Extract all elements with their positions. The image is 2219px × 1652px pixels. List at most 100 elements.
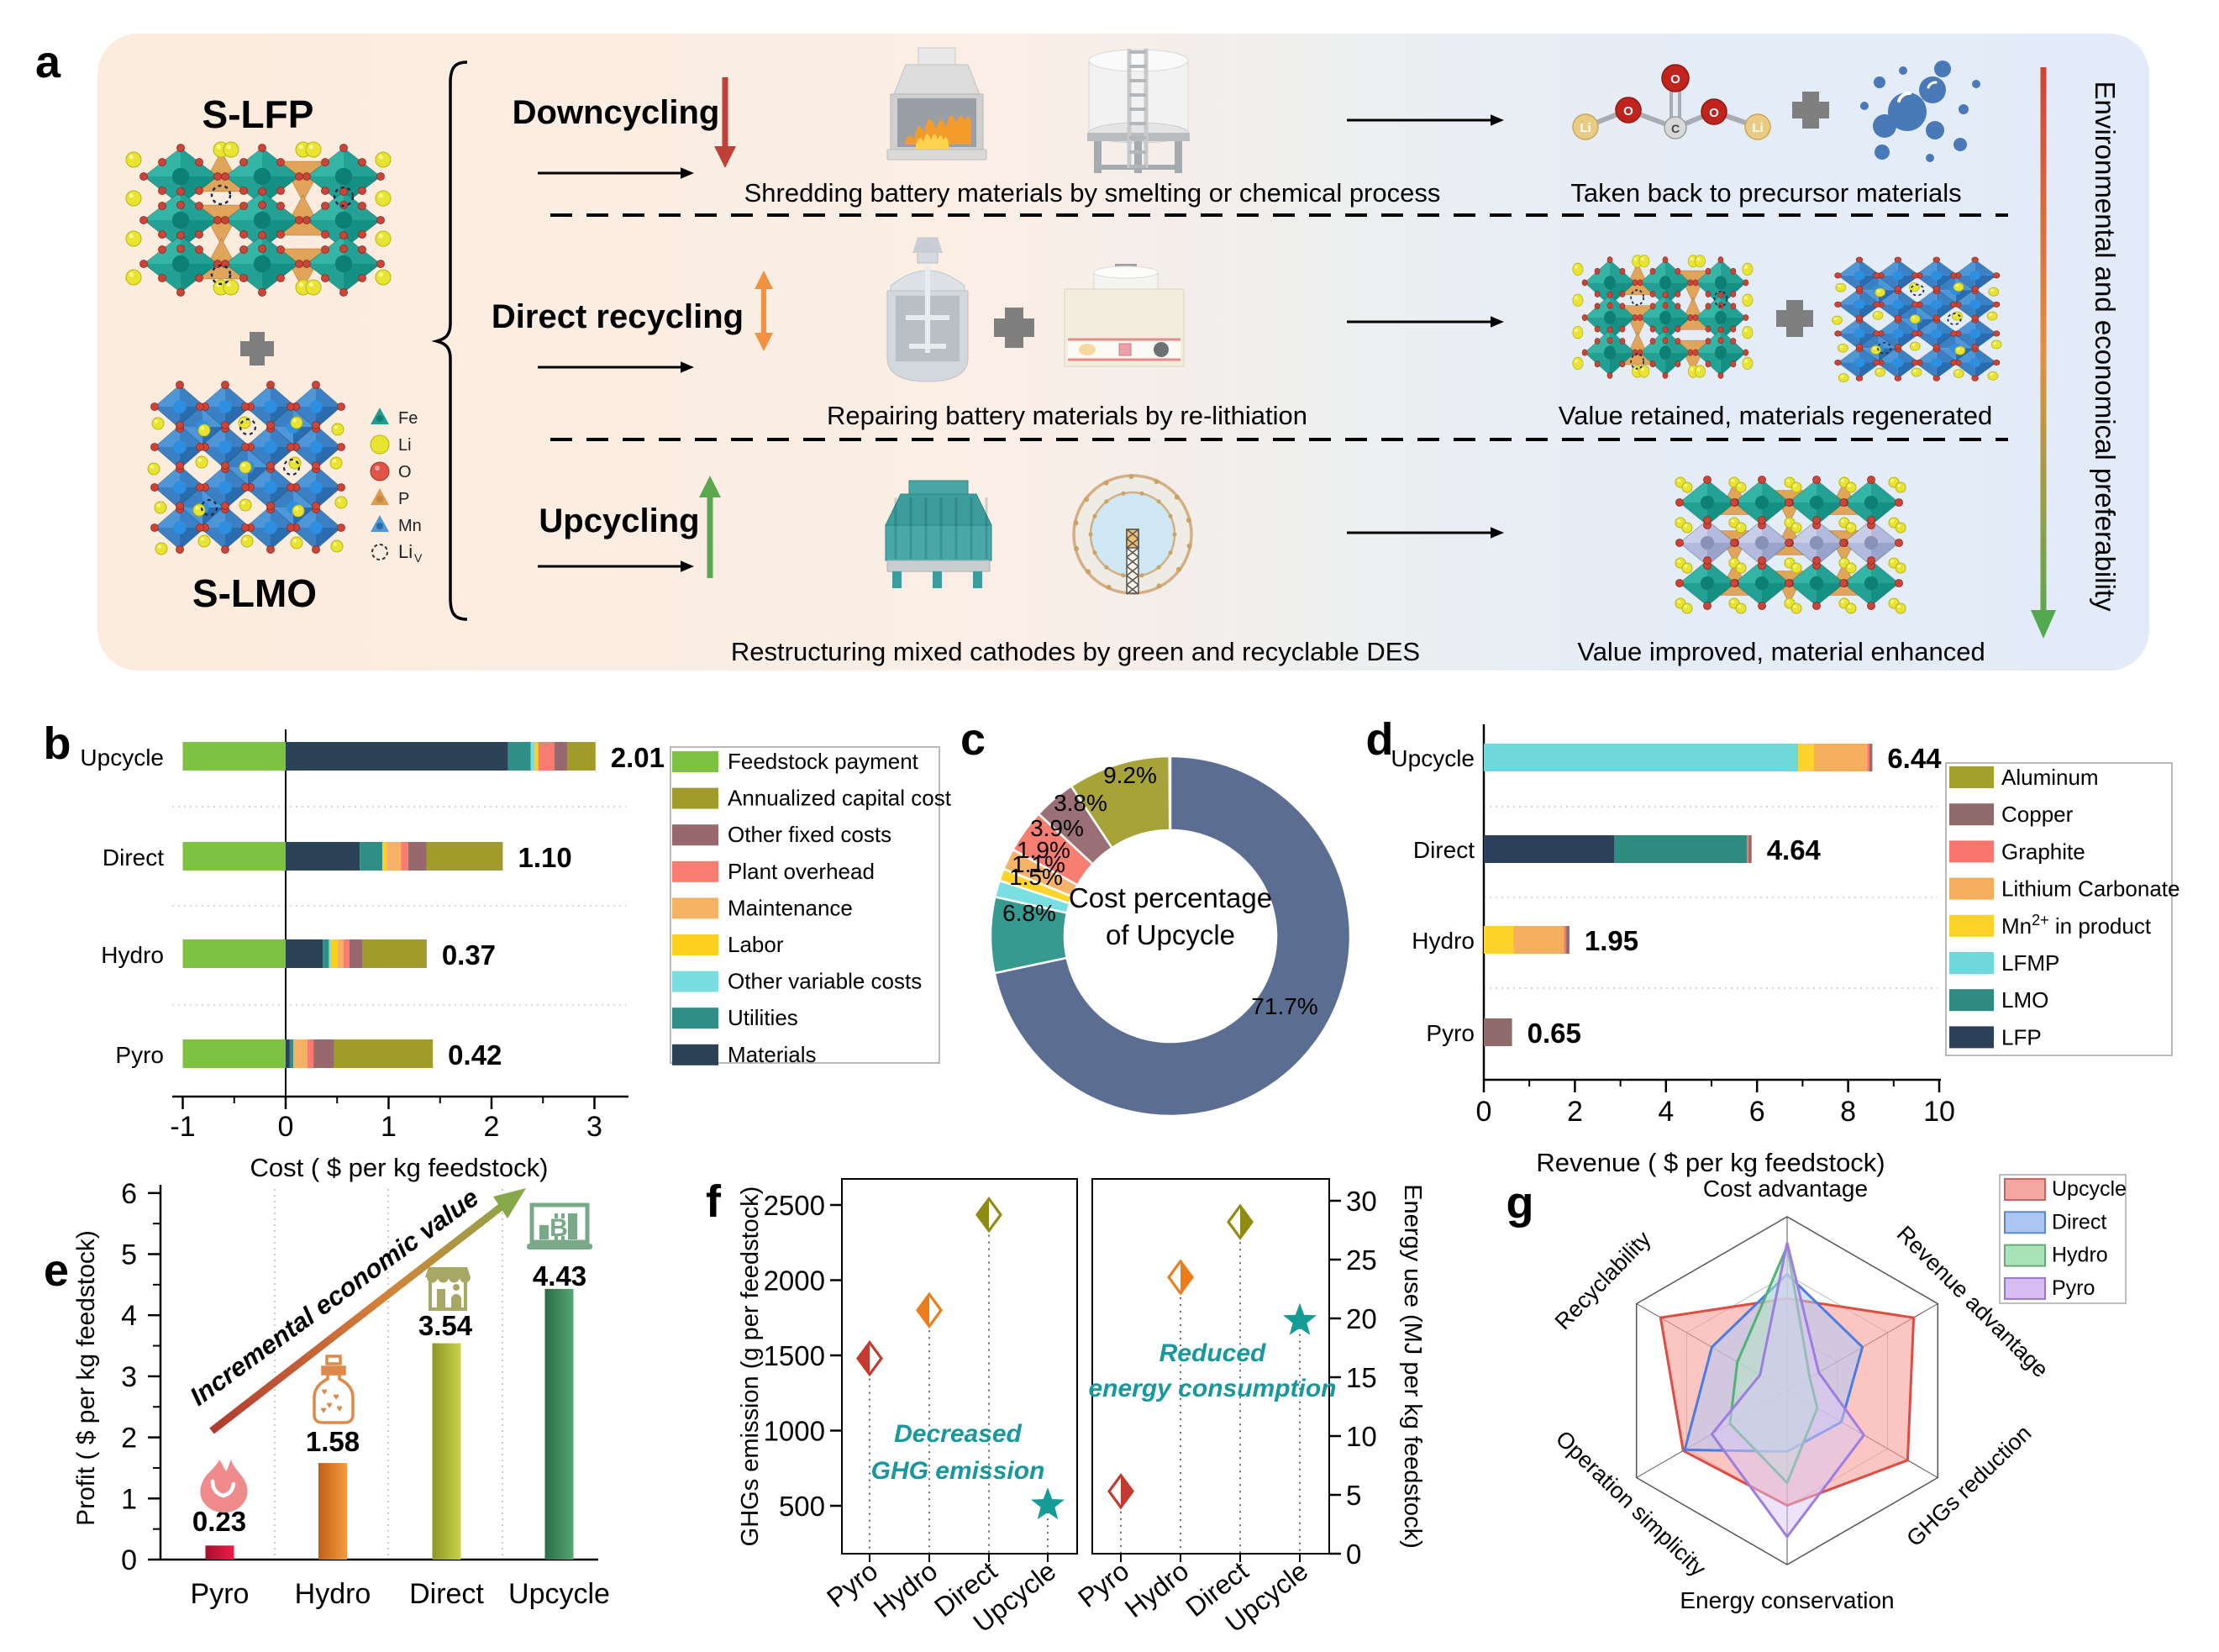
svg-text:Cost ( $ per kg feedstock): Cost ( $ per kg feedstock) <box>250 1153 549 1182</box>
svg-text:Maintenance: Maintenance <box>728 895 853 920</box>
svg-text:10: 10 <box>1346 1421 1377 1452</box>
svg-text:1.10: 1.10 <box>518 842 571 873</box>
svg-text:Copper: Copper <box>2001 802 2074 827</box>
svg-text:Environmental and economical p: Environmental and economical preferabili… <box>2090 82 2121 612</box>
svg-text:500: 500 <box>779 1491 825 1522</box>
svg-text:O: O <box>1709 106 1719 120</box>
svg-text:1.58: 1.58 <box>306 1426 360 1457</box>
svg-text:Profit ( $ per kg feedstock): Profit ( $ per kg feedstock) <box>72 1230 100 1526</box>
svg-text:Materials: Materials <box>728 1042 816 1067</box>
svg-text:6: 6 <box>121 1178 137 1210</box>
svg-text:LFP: LFP <box>2001 1024 2042 1050</box>
svg-text:Shredding battery materials by: Shredding battery materials by smelting … <box>744 178 1441 208</box>
svg-text:Aluminum: Aluminum <box>2001 765 2099 790</box>
svg-text:3: 3 <box>121 1361 137 1393</box>
svg-text:Li: Li <box>398 541 413 562</box>
svg-text:Hydro: Hydro <box>1412 928 1475 954</box>
svg-text:15: 15 <box>1346 1362 1377 1393</box>
svg-text:Fe: Fe <box>398 409 418 428</box>
svg-text:2: 2 <box>1567 1096 1583 1128</box>
svg-text:Reduced: Reduced <box>1159 1339 1266 1367</box>
svg-text:a: a <box>35 37 61 87</box>
svg-text:Hydro: Hydro <box>2052 1244 2108 1267</box>
svg-text:Pyro: Pyro <box>191 1578 250 1610</box>
svg-text:O: O <box>1670 72 1680 87</box>
svg-text:V: V <box>414 551 423 565</box>
svg-text:1.5%: 1.5% <box>1009 864 1063 890</box>
svg-text:Hydro: Hydro <box>295 1578 371 1610</box>
svg-text:1.1%: 1.1% <box>1012 851 1065 877</box>
svg-text:C: C <box>1671 122 1680 135</box>
svg-text:Upcycling: Upcycling <box>539 502 699 539</box>
svg-text:e: e <box>44 1245 69 1296</box>
svg-text:Pyro: Pyro <box>2052 1276 2095 1300</box>
svg-text:GHGs emission (g per feedstock: GHGs emission (g per feedstock) <box>737 1186 764 1547</box>
svg-text:Utilities: Utilities <box>728 1005 798 1030</box>
svg-text:20: 20 <box>1346 1303 1377 1334</box>
svg-text:4.43: 4.43 <box>533 1260 586 1292</box>
svg-text:Upcycle: Upcycle <box>2052 1177 2127 1201</box>
svg-text:Graphite: Graphite <box>2001 839 2085 864</box>
svg-text:1.9%: 1.9% <box>1017 837 1070 863</box>
svg-text:Restructuring mixed cathodes b: Restructuring mixed cathodes by green an… <box>731 637 1420 666</box>
svg-text:5: 5 <box>1346 1480 1361 1511</box>
svg-text:2500: 2500 <box>764 1190 825 1221</box>
svg-text:Value improved, material enhan: Value improved, material enhanced <box>1577 637 1985 666</box>
svg-text:10: 10 <box>1923 1096 1955 1128</box>
svg-text:♥: ♥ <box>333 1391 339 1402</box>
svg-text:c: c <box>960 714 986 765</box>
svg-text:B: B <box>549 1214 568 1242</box>
svg-text:3.9%: 3.9% <box>1030 815 1084 841</box>
svg-text:0: 0 <box>121 1544 137 1576</box>
svg-text:Lithium Carbonate: Lithium Carbonate <box>2001 876 2180 902</box>
svg-text:Cost percentage: Cost percentage <box>1069 882 1272 913</box>
svg-text:3.54: 3.54 <box>418 1310 473 1341</box>
svg-text:1.95: 1.95 <box>1585 925 1638 956</box>
svg-text:GHG emission: GHG emission <box>871 1457 1045 1485</box>
svg-text:f: f <box>706 1176 722 1227</box>
svg-text:LMO: LMO <box>2001 987 2048 1013</box>
svg-text:2.01: 2.01 <box>611 742 665 773</box>
svg-text:0: 0 <box>1476 1096 1492 1128</box>
svg-text:of Upcycle: of Upcycle <box>1106 919 1235 950</box>
svg-text:Energy conservation: Energy conservation <box>1680 1587 1894 1613</box>
svg-text:Hydro: Hydro <box>101 942 164 968</box>
svg-text:0.65: 0.65 <box>1528 1018 1581 1049</box>
svg-text:6: 6 <box>1749 1096 1765 1128</box>
svg-text:Plant overhead: Plant overhead <box>728 859 875 884</box>
svg-text:25: 25 <box>1346 1244 1377 1276</box>
svg-text:Upcycle: Upcycle <box>508 1578 610 1610</box>
svg-text:5: 5 <box>121 1239 137 1271</box>
svg-text:Li: Li <box>398 436 412 455</box>
svg-text:S-LMO: S-LMO <box>192 571 317 615</box>
svg-text:LFMP: LFMP <box>2001 950 2059 976</box>
svg-text:Value retained, materials rege: Value retained, materials regenerated <box>1559 401 1992 430</box>
svg-text:Pyro: Pyro <box>1426 1020 1475 1046</box>
svg-text:Li: Li <box>1752 121 1763 135</box>
svg-text:Revenue ( $ per kg feedstock): Revenue ( $ per kg feedstock) <box>1536 1148 1885 1177</box>
svg-text:0.42: 0.42 <box>448 1039 502 1071</box>
svg-text:3: 3 <box>586 1111 602 1143</box>
svg-text:♥: ♥ <box>320 1404 326 1416</box>
svg-text:2000: 2000 <box>764 1265 825 1297</box>
svg-text:Other variable costs: Other variable costs <box>728 969 922 994</box>
svg-text:Annualized capital cost: Annualized capital cost <box>728 786 952 811</box>
svg-text:Direct: Direct <box>103 844 164 871</box>
svg-text:b: b <box>44 718 71 769</box>
svg-text:Repairing battery materials by: Repairing battery materials by re-lithia… <box>827 401 1307 430</box>
svg-text:♥: ♥ <box>326 1399 332 1411</box>
svg-text:6.44: 6.44 <box>1887 743 1942 774</box>
svg-text:9.2%: 9.2% <box>1103 762 1157 788</box>
svg-text:2: 2 <box>484 1111 500 1143</box>
svg-text:0: 0 <box>1346 1539 1361 1570</box>
svg-text:4: 4 <box>1658 1096 1674 1128</box>
svg-text:Mn: Mn <box>398 517 422 535</box>
svg-text:0.37: 0.37 <box>442 939 496 971</box>
svg-text:Taken back to precursor materi: Taken back to precursor materials <box>1570 178 1961 208</box>
svg-text:P: P <box>398 490 409 508</box>
svg-text:O: O <box>1623 104 1633 118</box>
svg-text:Upcycle: Upcycle <box>80 744 164 771</box>
svg-text:Other fixed costs: Other fixed costs <box>728 822 891 847</box>
svg-text:3.8%: 3.8% <box>1054 790 1107 816</box>
svg-text:4.64: 4.64 <box>1767 834 1822 865</box>
